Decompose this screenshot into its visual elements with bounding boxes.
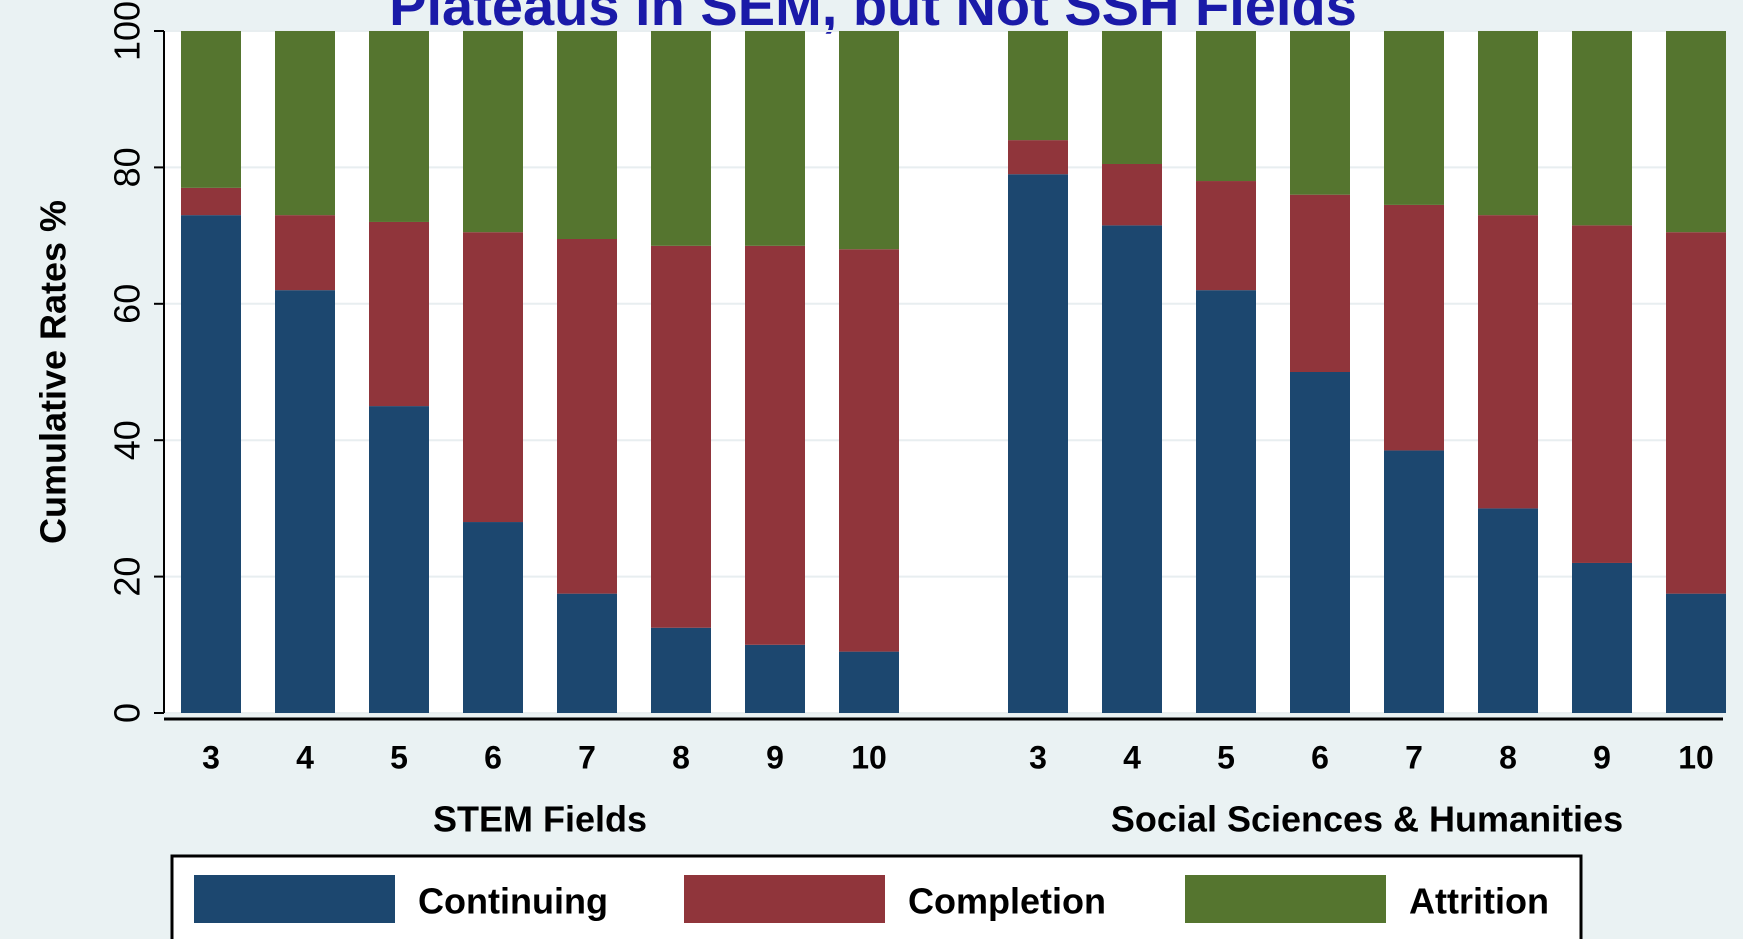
x-tick-label: 3 xyxy=(1029,739,1047,775)
x-tick-label: 10 xyxy=(851,739,887,775)
bar-segment xyxy=(745,644,805,713)
y-tick-label: 40 xyxy=(107,420,148,460)
bar-segment xyxy=(557,31,617,240)
bar-segment xyxy=(1102,163,1162,226)
bar-segment xyxy=(557,593,617,713)
bar-segment xyxy=(1666,31,1726,233)
group-label: Social Sciences & Humanities xyxy=(1111,799,1623,840)
bar-segment xyxy=(745,31,805,246)
x-tick-label: 9 xyxy=(1593,739,1611,775)
bar-segment xyxy=(1384,31,1444,205)
bar-segment xyxy=(1290,372,1350,713)
legend-label: Attrition xyxy=(1409,881,1549,922)
bar-segment xyxy=(1666,232,1726,594)
bar-segment xyxy=(1666,593,1726,713)
x-tick-label: 3 xyxy=(202,739,220,775)
legend-swatch xyxy=(194,875,395,923)
bar-segment xyxy=(557,239,617,594)
bar-segment xyxy=(1478,508,1538,713)
x-tick-label: 7 xyxy=(578,739,596,775)
bar-segment xyxy=(1572,31,1632,226)
bar-segment xyxy=(651,31,711,246)
bar-segment xyxy=(839,651,899,713)
bar-segment xyxy=(181,31,241,188)
bar-segment xyxy=(651,245,711,628)
bar-segment xyxy=(1102,31,1162,164)
bar-segment xyxy=(839,31,899,250)
bar-segment xyxy=(369,406,429,713)
y-tick-label: 60 xyxy=(107,284,148,324)
x-tick-label: 5 xyxy=(1217,739,1235,775)
bar-segment xyxy=(369,221,429,407)
bar-segment xyxy=(181,187,241,216)
bar-segment xyxy=(1196,181,1256,291)
bar-segment xyxy=(1572,225,1632,563)
y-tick-label: 20 xyxy=(107,557,148,597)
bar-segment xyxy=(839,249,899,652)
legend-label: Completion xyxy=(908,881,1106,922)
bar-segment xyxy=(1008,140,1068,175)
x-tick-label: 8 xyxy=(1499,739,1517,775)
x-tick-label: 7 xyxy=(1405,739,1423,775)
x-tick-label: 8 xyxy=(672,739,690,775)
y-axis-title: Cumulative Rates % xyxy=(33,200,74,544)
x-tick-label: 4 xyxy=(1123,739,1141,775)
bar-segment xyxy=(463,31,523,233)
y-tick-label: 0 xyxy=(107,703,148,723)
legend-label: Continuing xyxy=(418,881,608,922)
bar-segment xyxy=(1196,31,1256,182)
group-label: STEM Fields xyxy=(433,799,647,840)
y-tick-label: 100 xyxy=(107,1,148,61)
bar-segment xyxy=(1478,31,1538,216)
bar-segment xyxy=(1478,215,1538,509)
bar-segment xyxy=(275,215,335,291)
x-tick-label: 4 xyxy=(296,739,314,775)
bar-segment xyxy=(1008,31,1068,141)
bar-segment xyxy=(651,627,711,713)
bar-segment xyxy=(1196,290,1256,713)
x-tick-label: 6 xyxy=(484,739,502,775)
legend-swatch xyxy=(684,875,885,923)
bar-segment xyxy=(181,215,241,713)
bar-segment xyxy=(369,31,429,222)
x-tick-label: 10 xyxy=(1678,739,1714,775)
x-tick-label: 9 xyxy=(766,739,784,775)
legend-swatch xyxy=(1185,875,1386,923)
bar-segment xyxy=(463,232,523,523)
bar-segment xyxy=(745,245,805,645)
bar-segment xyxy=(275,290,335,713)
bar-segment xyxy=(1102,225,1162,713)
bar-segment xyxy=(1290,194,1350,372)
bar-segment xyxy=(1290,31,1350,195)
bar-segment xyxy=(275,31,335,216)
y-tick-label: 80 xyxy=(107,147,148,187)
bar-segment xyxy=(1572,562,1632,713)
bar-segment xyxy=(1384,450,1444,713)
bar-segment xyxy=(463,522,523,713)
x-tick-label: 5 xyxy=(390,739,408,775)
bar-segment xyxy=(1384,204,1444,451)
x-tick-label: 6 xyxy=(1311,739,1329,775)
bar-segment xyxy=(1008,174,1068,714)
